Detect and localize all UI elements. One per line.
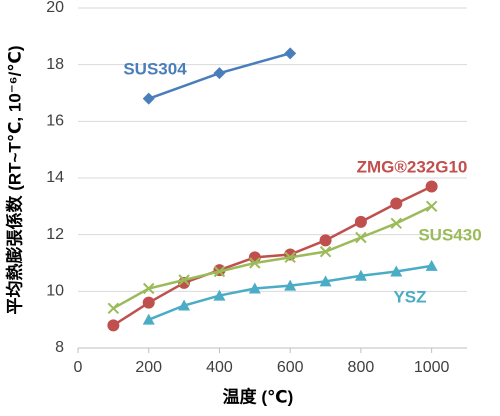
x-tick-label: 200 bbox=[135, 359, 162, 376]
y-tick-label: 8 bbox=[55, 339, 64, 356]
marker bbox=[249, 257, 261, 269]
x-tick-label: 1000 bbox=[414, 359, 450, 376]
series-label: ZMG®232G10 bbox=[357, 157, 468, 176]
series-label: YSZ bbox=[393, 287, 426, 306]
marker bbox=[319, 234, 332, 247]
marker bbox=[213, 289, 226, 301]
marker bbox=[178, 274, 190, 286]
y-tick-label: 12 bbox=[46, 226, 64, 243]
series-label: SUS430 bbox=[418, 225, 481, 244]
marker bbox=[425, 259, 438, 271]
marker bbox=[425, 200, 438, 213]
marker bbox=[390, 265, 403, 277]
y-tick-label: 10 bbox=[46, 283, 64, 300]
series-line bbox=[112, 185, 433, 327]
y-tick-label: 18 bbox=[46, 56, 64, 73]
marker bbox=[354, 269, 367, 281]
marker bbox=[107, 302, 120, 315]
x-tick-label: 0 bbox=[74, 359, 83, 376]
marker bbox=[213, 67, 226, 80]
marker bbox=[355, 231, 367, 244]
x-tick-label: 600 bbox=[277, 359, 304, 376]
marker bbox=[107, 319, 120, 332]
marker bbox=[142, 296, 155, 309]
marker bbox=[248, 282, 261, 294]
series-line bbox=[148, 264, 432, 321]
marker bbox=[284, 251, 296, 264]
marker bbox=[213, 265, 226, 278]
marker bbox=[354, 215, 367, 228]
x-tick-label: 800 bbox=[348, 359, 375, 376]
y-axis-title: 平均熱膨張係数 (RT~T℃, 10⁻⁶/℃) bbox=[4, 45, 24, 314]
marker bbox=[284, 279, 297, 291]
series-label: SUS304 bbox=[123, 59, 187, 78]
series-line bbox=[112, 205, 433, 310]
marker bbox=[142, 313, 155, 325]
x-axis-title: 温度 (℃) bbox=[223, 386, 294, 406]
y-tick-label: 20 bbox=[46, 0, 64, 16]
marker bbox=[143, 282, 155, 295]
y-tick-label: 16 bbox=[46, 113, 64, 130]
y-tick-label: 14 bbox=[46, 169, 64, 186]
marker bbox=[284, 47, 297, 60]
marker bbox=[390, 197, 403, 210]
marker bbox=[178, 299, 191, 311]
marker bbox=[319, 245, 332, 258]
marker bbox=[142, 92, 155, 105]
x-tick-label: 400 bbox=[206, 359, 233, 376]
marker bbox=[425, 180, 438, 193]
marker bbox=[319, 275, 332, 287]
marker bbox=[390, 217, 402, 230]
